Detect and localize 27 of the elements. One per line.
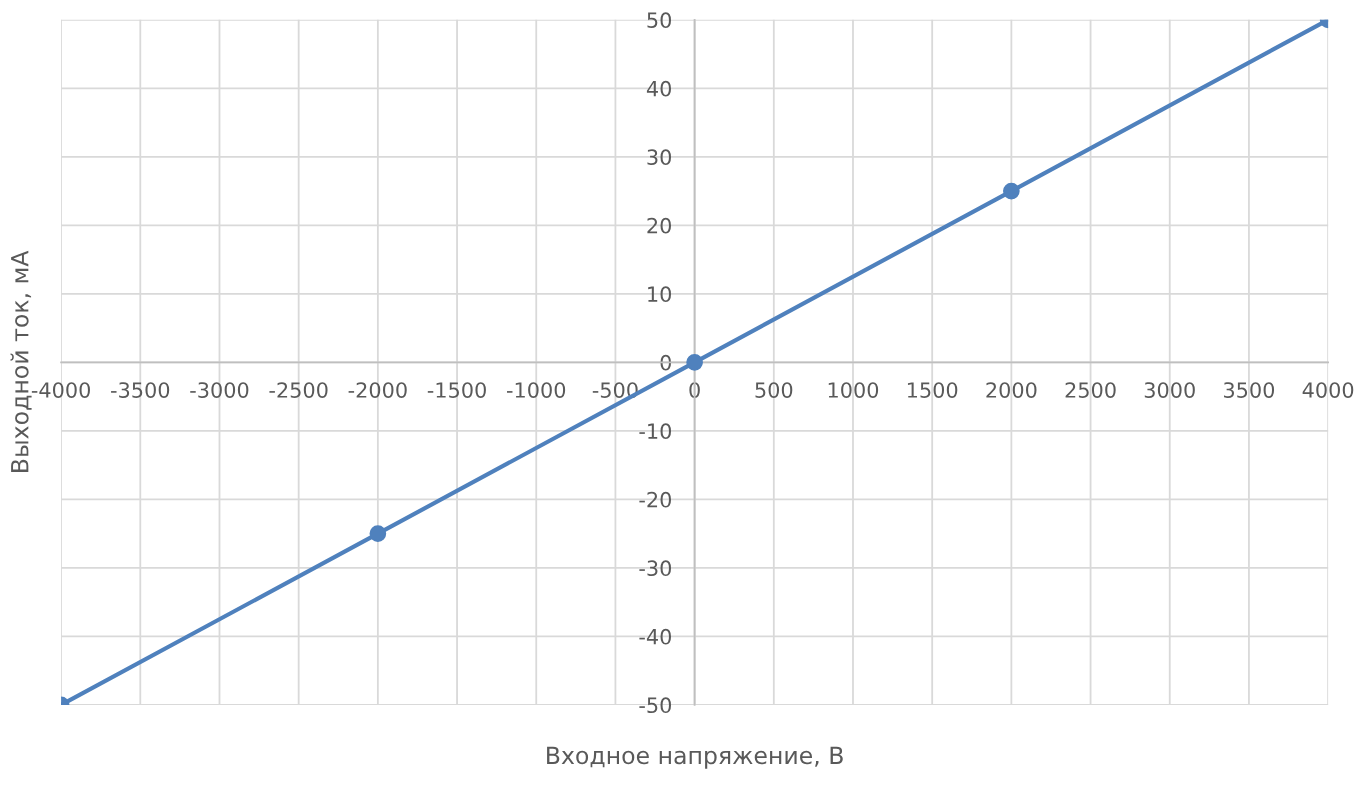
y-tick-label: -50	[639, 697, 672, 714]
x-tick-label: 1500	[907, 382, 958, 398]
x-tick-label: 3500	[1224, 382, 1275, 398]
y-tick-label: 50	[647, 12, 672, 29]
x-tick-label: 2000	[986, 382, 1037, 398]
y-tick-label: 10	[648, 286, 672, 303]
x-tick-label: -2000	[348, 382, 407, 398]
y-tick-label: -10	[639, 423, 672, 440]
x-tick-label: 500	[755, 382, 793, 398]
x-tick-label: -1500	[427, 382, 486, 398]
x-tick-label: -1000	[506, 382, 566, 398]
y-tick-label: 30	[647, 149, 672, 166]
x-tick-label: 2500	[1065, 382, 1116, 398]
y-tick-label: 20	[647, 217, 672, 234]
y-tick-label: -40	[639, 628, 672, 645]
y-tick-label: 40	[646, 80, 672, 97]
x-tick-label: -3500	[111, 382, 170, 398]
y-tick-label: -30	[639, 560, 672, 577]
y-axis-title: Выходной ток, мА	[10, 250, 32, 472]
x-tick-label: 3000	[1144, 382, 1195, 398]
y-tick-label: -20	[639, 491, 672, 508]
x-tick-label: -2500	[269, 382, 328, 398]
x-tick-label: -4000	[31, 382, 90, 398]
x-tick-label: 1000	[828, 382, 879, 398]
x-tick-label: -3000	[190, 382, 249, 398]
x-axis-title: Входное напряжение, В	[547, 746, 843, 769]
x-tick-label: 4000	[1302, 382, 1354, 398]
